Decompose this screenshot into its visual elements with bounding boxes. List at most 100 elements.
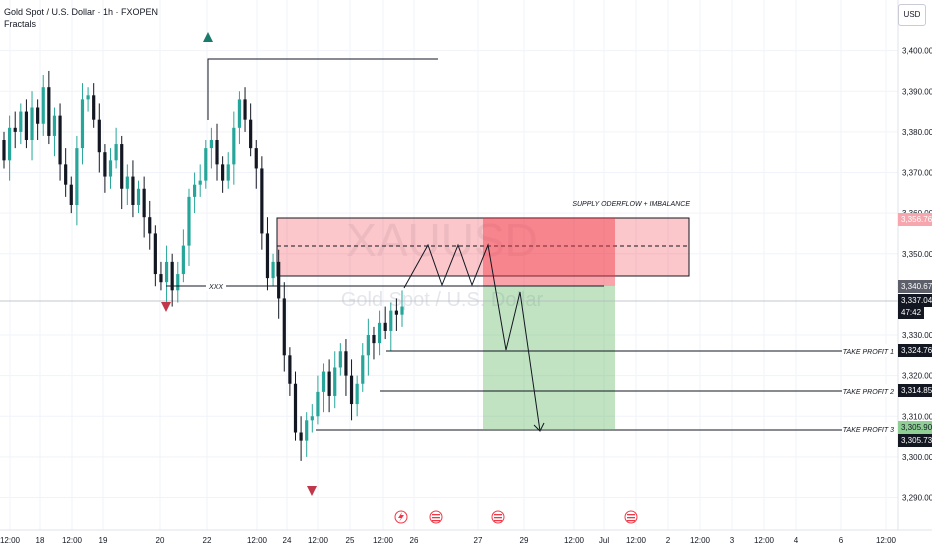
- candle-body: [209, 140, 214, 149]
- candle-body: [305, 420, 309, 441]
- time-tick-label: 12:00: [754, 536, 775, 545]
- candle-body: [131, 176, 135, 205]
- lightning-event-icon[interactable]: [394, 510, 408, 524]
- time-tick-label: 2: [666, 536, 671, 545]
- time-tick-label: 22: [203, 536, 212, 545]
- candle-body: [271, 261, 275, 279]
- candle-body: [159, 274, 163, 283]
- current-price-label: 3,337.04: [898, 294, 932, 307]
- tp2-label: TAKE PROFIT 2: [843, 389, 894, 396]
- time-tick-label: 12:00: [626, 536, 647, 545]
- time-tick-label: 29: [520, 536, 529, 545]
- candle-body: [349, 375, 354, 405]
- time-tick-label: 27: [474, 536, 483, 545]
- candle-body: [288, 355, 292, 384]
- time-tick-label: 12:00: [308, 536, 329, 545]
- candle-body: [265, 233, 270, 279]
- candle-body: [389, 310, 393, 331]
- time-tick-label: 20: [156, 536, 165, 545]
- time-tick-label: 26: [410, 536, 419, 545]
- candle-body: [19, 111, 23, 132]
- currency-button[interactable]: USD: [898, 4, 926, 26]
- fractal-down-icon: [307, 486, 317, 496]
- time-tick-label: 19: [99, 536, 108, 545]
- candle-body: [52, 115, 57, 136]
- us-flag-event-icon[interactable]: [624, 510, 638, 524]
- projected-path[interactable]: [403, 243, 541, 432]
- candle-body: [327, 371, 331, 396]
- candle-body: [338, 351, 342, 368]
- candle-body: [120, 144, 124, 189]
- candle-body: [176, 274, 180, 291]
- candle-body: [299, 432, 303, 441]
- countdown-label: 47:42: [898, 306, 925, 319]
- candle-body: [41, 87, 45, 124]
- candle-body: [142, 188, 146, 218]
- candle-body: [310, 416, 314, 421]
- time-tick-label: Jul: [599, 536, 609, 545]
- price-axis[interactable]: [898, 0, 932, 530]
- time-axis[interactable]: [0, 530, 932, 550]
- tp3-price-label: 3,305.73: [898, 434, 932, 447]
- us-flag-event-icon[interactable]: [429, 510, 443, 524]
- candle-body: [75, 148, 79, 205]
- candle-body: [108, 160, 113, 177]
- indicator-fractals[interactable]: Fractals: [4, 19, 37, 29]
- candle-body: [136, 188, 141, 205]
- time-tick-label: 25: [346, 536, 355, 545]
- symbol-title[interactable]: Gold Spot / U.S. Dollar · 1h · FXOPEN: [4, 7, 159, 17]
- xxx-label-bg: [206, 281, 226, 291]
- candle-body: [333, 367, 337, 396]
- candle-body: [383, 322, 387, 331]
- fractal-up-icon: [203, 32, 213, 42]
- candle-body: [103, 152, 107, 177]
- candle-body: [153, 233, 157, 275]
- candle-body: [187, 196, 191, 246]
- candle-body: [69, 184, 73, 205]
- candle-body: [192, 184, 197, 197]
- chart-header: Gold Spot / U.S. Dollar · 1h · FXOPEN Fr…: [4, 6, 158, 30]
- candle-body: [221, 164, 225, 181]
- time-tick-label: 12:00: [62, 536, 83, 545]
- candle-body: [377, 322, 382, 344]
- tp2-price-label: 3,314.85: [898, 384, 932, 397]
- candle-body: [321, 371, 326, 392]
- crosshair-price-label: 3,340.67: [898, 280, 932, 293]
- candle-body: [164, 261, 169, 283]
- projection-arrowhead: [533, 422, 545, 432]
- candle-body: [355, 383, 359, 405]
- swing-high-line[interactable]: [207, 58, 438, 120]
- price-tick-label: 3,330.00: [902, 331, 932, 340]
- candle-body: [86, 95, 90, 100]
- candle-body: [237, 99, 242, 128]
- candle-body: [47, 87, 51, 136]
- supply-zone-box[interactable]: [276, 217, 690, 277]
- tp1-label-bg: [842, 344, 898, 357]
- candle-body: [260, 168, 264, 234]
- tp3-label: TAKE PROFIT 3: [843, 427, 894, 434]
- time-tick-label: 18: [36, 536, 45, 545]
- us-flag-event-icon[interactable]: [491, 510, 505, 524]
- candle-body: [394, 310, 398, 315]
- candle-body: [2, 140, 6, 161]
- time-tick-label: 4: [794, 536, 799, 545]
- candle-body: [232, 127, 236, 165]
- supply-zone-label: SUPPLY ODERFLOW + IMBALANCE: [572, 201, 690, 208]
- chart-grid: [0, 0, 898, 530]
- target-area[interactable]: [483, 286, 615, 429]
- candlestick-series: [2, 70, 404, 461]
- candle-body: [92, 95, 96, 120]
- candle-body: [125, 176, 129, 189]
- tp1-price-label: 3,324.76: [898, 344, 932, 357]
- time-tick-label: 12:00: [564, 536, 585, 545]
- price-tick-label: 3,320.00: [902, 372, 932, 381]
- candle-body: [64, 164, 68, 185]
- stop-loss-area[interactable]: [483, 218, 615, 286]
- candle-body: [30, 107, 34, 140]
- price-tick-label: 3,400.00: [902, 47, 932, 56]
- candle-body: [8, 127, 12, 161]
- candle-body: [13, 127, 17, 132]
- time-tick-label: 3: [730, 536, 735, 545]
- tp3-label-bg: [842, 423, 898, 436]
